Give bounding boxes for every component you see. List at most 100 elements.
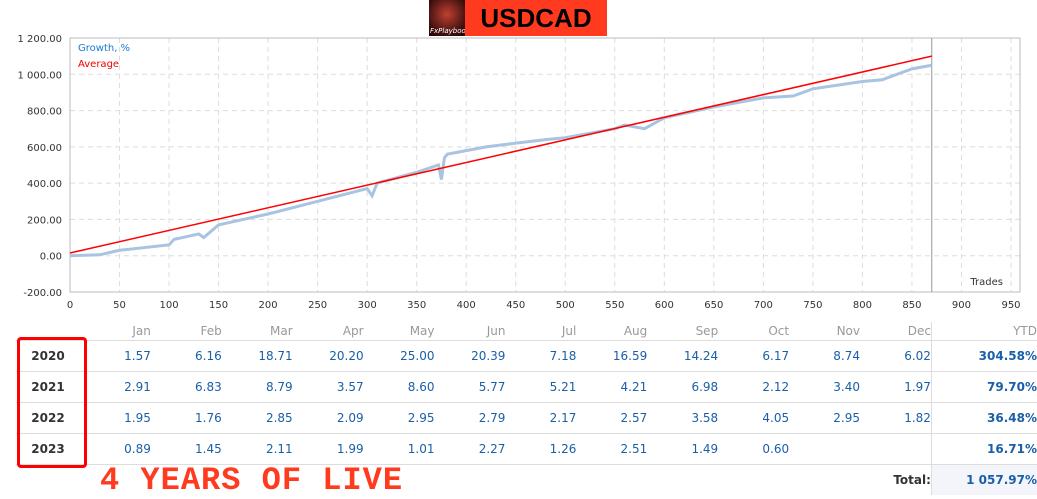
month-value: 2.57 [576,402,648,434]
x-tick-label: 300 [358,300,377,311]
month-value: 0.89 [79,433,151,465]
x-tick-label: 950 [1001,300,1020,311]
ytd-value: 304.58% [930,340,1037,372]
series-line-growth [69,63,933,258]
ytd-header: YTD [930,322,1037,341]
month-value: 5.77 [434,371,506,403]
month-header: Jul [505,322,577,341]
month-header: Feb [150,322,222,341]
month-value: 8.74 [789,340,860,372]
total-value: 1 057.97% [930,464,1037,495]
month-value: 3.58 [647,402,719,434]
x-tick-label: 500 [556,300,575,311]
month-value: 6.83 [150,371,222,403]
month-value: 2.79 [434,402,506,434]
ytd-value: 79.70% [930,371,1037,403]
year-cell: 2020 [16,340,80,372]
month-value: 1.01 [363,433,435,465]
logo-text: FxPlaybook [430,27,470,35]
month-value: 6.02 [860,340,932,372]
month-value: 1.26 [505,433,577,465]
x-axis-label: Trades [969,277,1003,288]
y-tick-label: 400.00 [27,179,62,190]
month-value: 8.79 [221,371,293,403]
x-tick-label: 250 [308,300,327,311]
x-tick-label: 100 [160,300,179,311]
year-cell: 2022 [16,402,80,434]
month-value: 2.95 [789,402,860,434]
month-value: 2.12 [718,371,790,403]
x-tick-label: 550 [605,300,624,311]
x-tick-label: 700 [754,300,773,311]
month-value: 6.17 [718,340,790,372]
banner-text: 4 YEARS OF LIVE [100,462,404,499]
total-row: Total: 1 057.97% [16,464,1037,495]
plot-frame [69,37,1021,293]
month-header: Jan [79,322,151,341]
table-row: 2022 1.95 1.76 2.85 2.09 2.95 2.79 2.17 2.57 3.58… [16,402,1037,434]
month-value [860,433,932,465]
month-value: 25.00 [363,340,435,372]
month-value: 18.71 [221,340,293,372]
month-value: 20.20 [292,340,364,372]
month-value: 8.60 [363,371,435,403]
legend-entry: Growth, % [78,43,130,54]
table-row: 2021 2.91 6.83 8.79 3.57 8.60 5.77 5.21 4.21 6.98… [16,371,1037,403]
x-tick-label: 50 [113,300,126,311]
month-value: 2.85 [221,402,293,434]
month-value: 1.99 [292,433,364,465]
month-header: Mar [221,322,293,341]
month-value: 4.21 [576,371,648,403]
table-header: Jan Feb Mar Apr May Jun Jul Aug Sep Oct Nov Dec YTD [16,322,1037,341]
month-value: 3.40 [789,371,860,403]
x-tick-label: 750 [803,300,822,311]
symbol-title: USDCAD [465,0,607,36]
year-cell: 2023 [16,433,80,465]
month-value: 2.95 [363,402,435,434]
month-value: 2.27 [434,433,506,465]
ytd-value: 36.48% [930,402,1037,434]
years-highlight-box [17,337,87,468]
x-tick-label: 900 [952,300,971,311]
month-value: 1.76 [150,402,222,434]
month-value: 1.49 [647,433,719,465]
x-tick-label: 200 [259,300,278,311]
y-tick-label: 200.00 [27,215,62,226]
month-header: Oct [718,322,790,341]
month-value: 1.95 [79,402,151,434]
x-tick-label: 650 [704,300,723,311]
month-header: May [363,322,435,341]
monthly-returns-table: Jan Feb Mar Apr May Jun Jul Aug Sep Oct Nov Dec YTD 2… [16,322,1037,495]
x-tick-label: 850 [902,300,921,311]
y-tick-label: 1 200.00 [17,34,62,45]
y-tick-label: 1 000.00 [17,70,62,81]
table-row: 2020 1.57 6.16 18.71 20.20 25.00 20.39 7.18 16.5… [16,340,1037,372]
series-line-average [69,55,932,254]
x-tick-label: 350 [407,300,426,311]
month-value: 20.39 [434,340,506,372]
x-tick-label: 600 [655,300,674,311]
month-value: 0.60 [718,433,790,465]
x-tick-label: 450 [506,300,525,311]
month-header: Apr [292,322,364,341]
month-header: Sep [647,322,719,341]
month-value: 16.59 [576,340,648,372]
x-tick-label: 400 [457,300,476,311]
table-row: 2023 0.89 1.45 2.11 1.99 1.01 2.27 1.26 2.51 1.49… [16,433,1037,465]
month-value: 2.17 [505,402,577,434]
month-value: 1.82 [860,402,932,434]
month-value: 1.45 [150,433,222,465]
legend-entry: Average [78,59,119,70]
total-label: Total: [893,473,931,487]
x-tick-label: 800 [853,300,872,311]
month-value: 4.05 [718,402,790,434]
logo: FxPlaybook [429,0,470,36]
y-tick-label: -200.00 [23,288,62,299]
growth-chart: -200.00 0.00 200.00 400.00 600.00 800.00 1 000… [17,34,1021,311]
x-tick-label: 150 [209,300,228,311]
month-header: Nov [789,322,860,341]
corner [16,322,80,341]
month-header: Jun [434,322,506,341]
x-tick-label: 0 [67,300,73,311]
year-cell: 2021 [16,371,80,403]
